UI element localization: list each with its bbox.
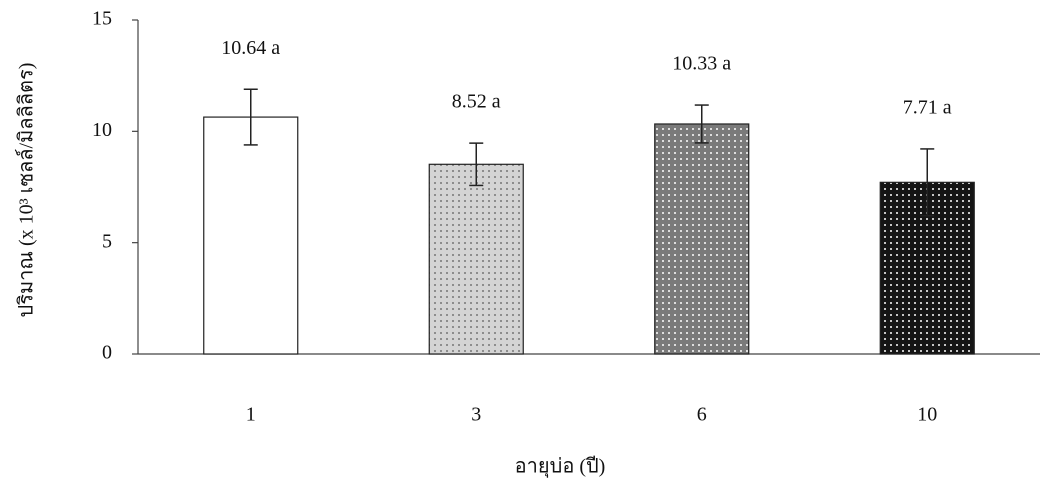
- x-tick-label: 3: [471, 404, 481, 426]
- value-label: 10.33 a: [672, 53, 731, 75]
- y-tick-label: 15: [92, 8, 112, 30]
- y-tick-label: 0: [102, 342, 112, 364]
- x-axis-label: อายุบ่อ (ปี): [515, 456, 606, 479]
- bar: [429, 164, 523, 354]
- x-tick-label: 10: [917, 404, 937, 426]
- y-axis-label: ปริมาณ (x 10³ เซลล์/มิลลิลิตร): [15, 63, 38, 318]
- bar: [655, 124, 749, 354]
- y-tick-label: 10: [92, 119, 112, 141]
- bar: [204, 117, 298, 354]
- value-label: 10.64 a: [221, 37, 280, 59]
- x-tick-label: 6: [697, 404, 707, 426]
- y-tick-label: 5: [102, 230, 112, 252]
- x-tick-label: 1: [246, 404, 256, 426]
- value-label: 8.52 a: [452, 91, 501, 113]
- chart: อายุบ่อ (ปี) ปริมาณ (x 10³ เซลล์/มิลลิลิ…: [0, 0, 1046, 492]
- value-label: 7.71 a: [903, 97, 952, 119]
